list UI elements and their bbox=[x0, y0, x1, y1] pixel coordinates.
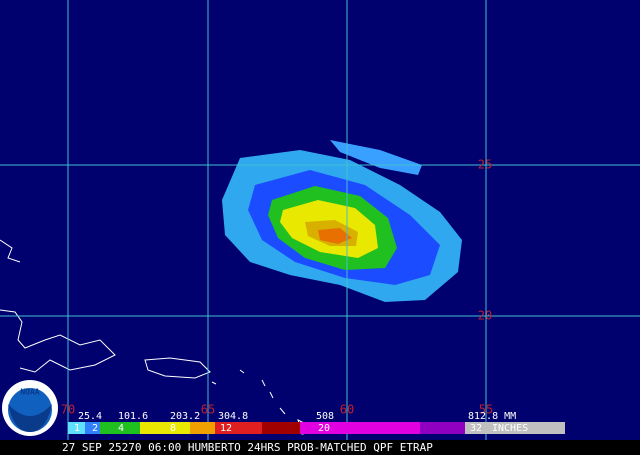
colorbar-swatch bbox=[68, 422, 85, 434]
inch-label: 1 bbox=[74, 423, 80, 434]
lon-label: 55 bbox=[479, 403, 493, 417]
inch-label: 4 bbox=[118, 423, 124, 434]
caption-strip bbox=[0, 440, 640, 455]
lat-label: 20 bbox=[478, 309, 492, 323]
mm-label: 812.8 MM bbox=[468, 411, 516, 422]
logo-text: NOAA bbox=[20, 388, 39, 397]
lon-label: 60 bbox=[340, 403, 354, 417]
inch-label: 2 bbox=[92, 423, 98, 434]
colorbar-swatch bbox=[190, 422, 215, 434]
inch-label: INCHES bbox=[492, 423, 528, 434]
colorbar-swatch bbox=[85, 422, 100, 434]
inch-label: 32 bbox=[470, 423, 482, 434]
colorbar-swatch bbox=[140, 422, 190, 434]
logo-wave bbox=[8, 404, 52, 432]
grid: 25 20 70 65 60 55 bbox=[0, 0, 640, 440]
mm-label: 304.8 bbox=[218, 411, 248, 422]
rain-max bbox=[318, 228, 352, 244]
colorbar-swatch bbox=[100, 422, 140, 434]
noaa-logo: NOAA bbox=[2, 380, 58, 436]
inch-label: 12 bbox=[220, 423, 232, 434]
caption: 27 SEP 25270 06:00 HUMBERTO 24HRS PROB-M… bbox=[62, 441, 433, 454]
rain-band bbox=[330, 140, 422, 175]
inch-label: 8 bbox=[170, 423, 176, 434]
lat-label: 25 bbox=[478, 158, 492, 172]
colorbar-swatch bbox=[300, 422, 420, 434]
colorbar-swatch bbox=[465, 422, 565, 434]
colorbar: 25.4 101.6 203.2 304.8 508 812.8 MM1 2 4 8 12 20 32… bbox=[68, 411, 565, 434]
mm-label: 101.6 bbox=[118, 411, 148, 422]
lon-label: 65 bbox=[201, 403, 215, 417]
mm-label: 203.2 bbox=[170, 411, 200, 422]
rain-field bbox=[222, 140, 462, 302]
mm-label: 508 bbox=[316, 411, 334, 422]
colorbar-swatch bbox=[420, 422, 465, 434]
colorbar-swatch bbox=[215, 422, 262, 434]
lon-label: 70 bbox=[61, 403, 75, 417]
mm-label: 25.4 bbox=[78, 411, 102, 422]
colorbar-swatch bbox=[262, 422, 300, 434]
inch-label: 20 bbox=[318, 423, 330, 434]
